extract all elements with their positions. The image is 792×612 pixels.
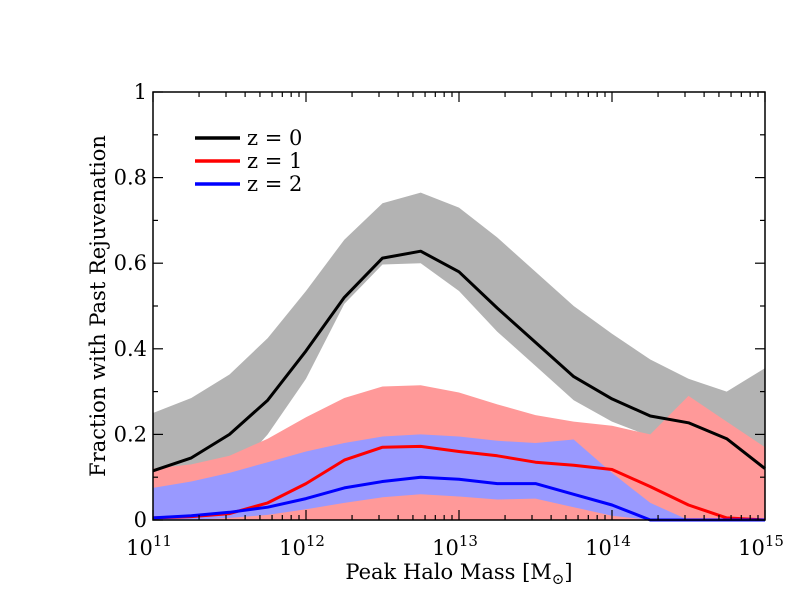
line-series-0 <box>152 249 766 473</box>
line-series-1 <box>152 444 766 522</box>
x-tick-label: 1011 <box>126 532 172 560</box>
legend: z = 0z = 1z = 2 <box>195 126 302 196</box>
y-tick-label: 0.8 <box>114 166 147 190</box>
y-tick-label: 1 <box>134 80 147 104</box>
legend-label-1: z = 1 <box>247 149 302 173</box>
x-tick-label: 1014 <box>585 532 631 560</box>
y-tick-label: 0 <box>134 508 147 532</box>
axis-tick-labels: 0 0.2 0.4 0.6 0.8 1 1011 1012 1013 1014 1015 <box>114 80 784 560</box>
x-tick-label: 1013 <box>432 532 478 560</box>
x-axis-label: Peak Halo Mass [M⊙] <box>345 560 572 588</box>
legend-label-2: z = 2 <box>247 172 302 196</box>
axis-ticks <box>152 91 766 521</box>
legend-label-0: z = 0 <box>247 126 302 150</box>
x-tick-label: 1012 <box>279 532 325 560</box>
y-tick-label: 0.2 <box>114 422 147 446</box>
y-tick-label: 0.6 <box>114 251 147 275</box>
y-axis-label: Fraction with Past Rejuvenation <box>86 135 110 477</box>
uncertainty-bands <box>153 192 765 520</box>
x-tick-label: 1015 <box>738 532 784 560</box>
y-tick-label: 0.4 <box>114 337 147 361</box>
